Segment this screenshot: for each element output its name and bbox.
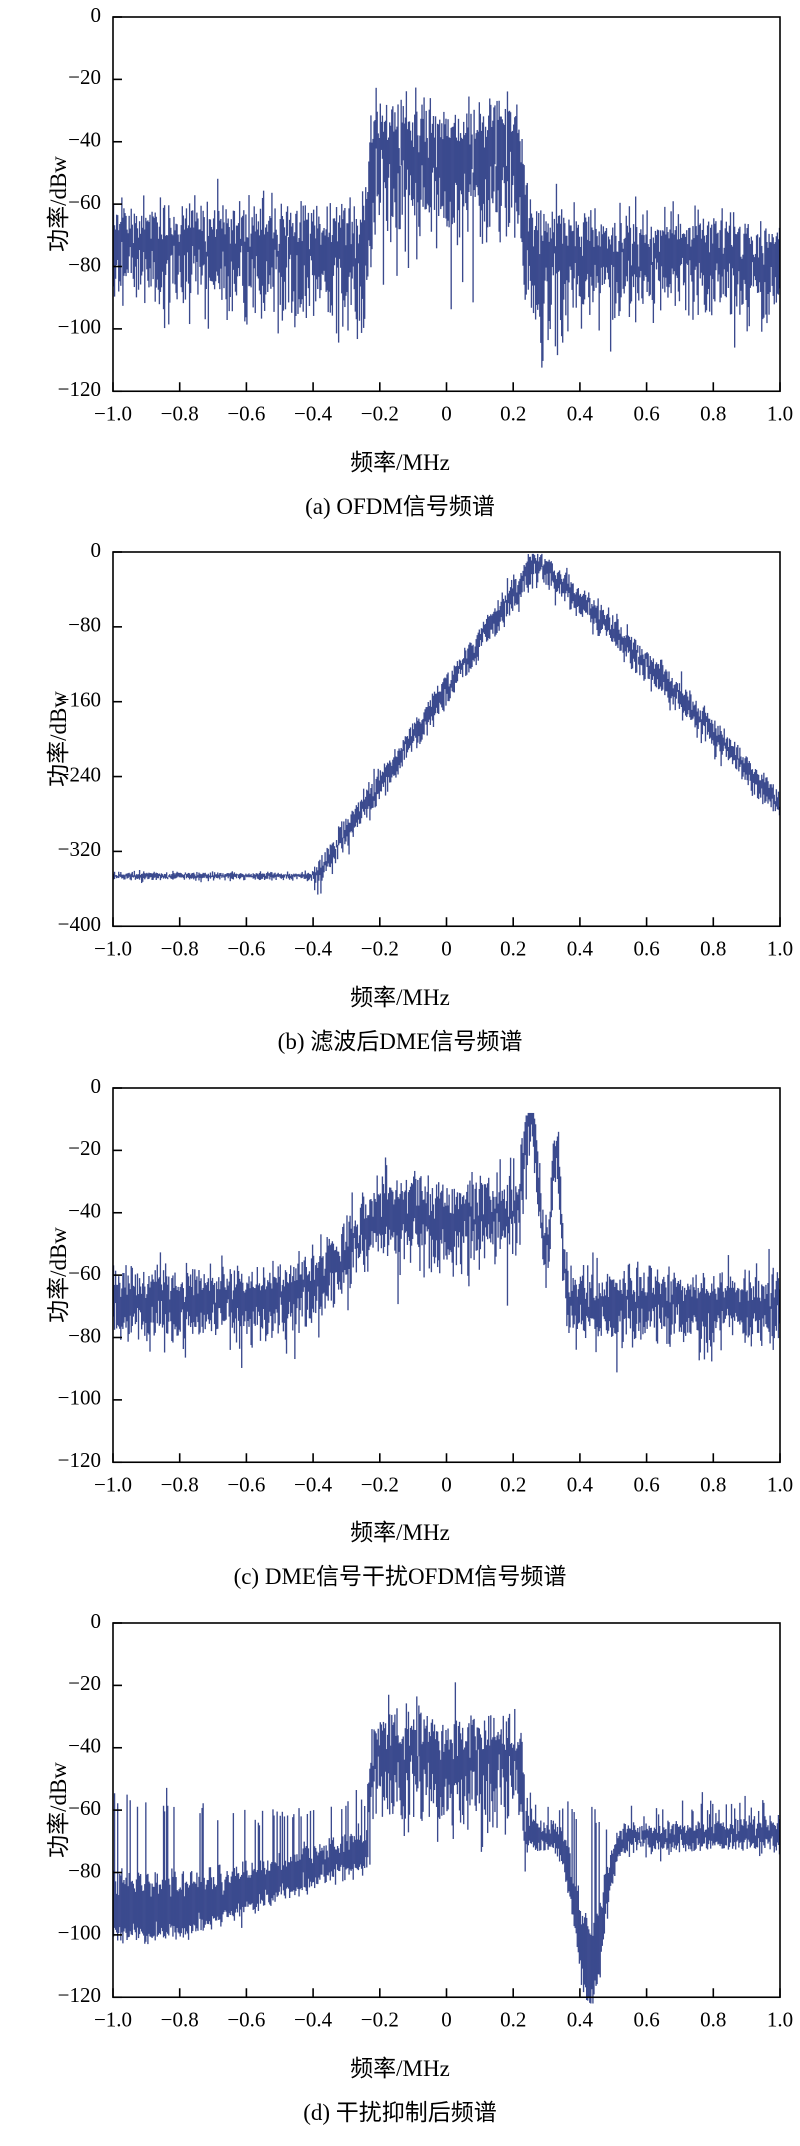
- svg-text:−100: −100: [58, 315, 101, 339]
- svg-text:−0.6: −0.6: [227, 1472, 265, 1496]
- svg-text:−0.8: −0.8: [161, 937, 199, 961]
- svg-text:0: 0: [91, 3, 102, 27]
- svg-text:−0.2: −0.2: [361, 1472, 399, 1496]
- svg-text:0.8: 0.8: [700, 401, 726, 425]
- svg-text:0.6: 0.6: [633, 937, 659, 961]
- svg-text:0.2: 0.2: [500, 2007, 526, 2031]
- svg-text:−0.4: −0.4: [294, 2007, 333, 2031]
- svg-text:−0.6: −0.6: [227, 937, 265, 961]
- svg-text:0.6: 0.6: [633, 1472, 659, 1496]
- svg-text:0.6: 0.6: [633, 2007, 659, 2031]
- svg-text:−0.8: −0.8: [161, 1472, 199, 1496]
- svg-text:−60: −60: [68, 1260, 101, 1284]
- svg-text:0: 0: [91, 1609, 102, 1633]
- svg-text:0.8: 0.8: [700, 1472, 726, 1496]
- svg-text:−40: −40: [68, 128, 101, 152]
- svg-text:−1.0: −1.0: [94, 937, 132, 961]
- svg-text:0.4: 0.4: [567, 401, 594, 425]
- svg-text:−120: −120: [58, 1983, 101, 2007]
- svg-text:1.0: 1.0: [767, 2007, 793, 2031]
- svg-text:−320: −320: [58, 837, 101, 861]
- svg-text:−80: −80: [68, 1858, 101, 1882]
- svg-text:−0.4: −0.4: [294, 1472, 333, 1496]
- svg-text:−0.4: −0.4: [294, 401, 333, 425]
- svg-text:0: 0: [441, 1472, 452, 1496]
- svg-text:0: 0: [441, 2007, 452, 2031]
- svg-text:−400: −400: [58, 912, 101, 936]
- svg-text:1.0: 1.0: [767, 1472, 793, 1496]
- svg-text:0.8: 0.8: [700, 2007, 726, 2031]
- svg-text:1.0: 1.0: [767, 401, 793, 425]
- svg-text:0.4: 0.4: [567, 2007, 594, 2031]
- svg-text:−120: −120: [58, 1448, 101, 1472]
- svg-text:−80: −80: [68, 1323, 101, 1347]
- svg-text:0.6: 0.6: [633, 401, 659, 425]
- svg-text:−80: −80: [68, 252, 101, 276]
- svg-text:−0.6: −0.6: [227, 401, 265, 425]
- svg-text:−0.8: −0.8: [161, 2007, 199, 2031]
- svg-text:−0.2: −0.2: [361, 2007, 399, 2031]
- svg-text:−0.2: −0.2: [361, 937, 399, 961]
- svg-text:0.8: 0.8: [700, 937, 726, 961]
- svg-text:−0.6: −0.6: [227, 2007, 265, 2031]
- svg-text:−120: −120: [58, 377, 101, 401]
- svg-text:0.4: 0.4: [567, 1472, 594, 1496]
- svg-text:−40: −40: [68, 1198, 101, 1222]
- svg-text:0: 0: [441, 937, 452, 961]
- svg-text:−60: −60: [68, 190, 101, 214]
- svg-text:0: 0: [91, 538, 102, 562]
- svg-text:1.0: 1.0: [767, 937, 793, 961]
- svg-text:0.4: 0.4: [567, 937, 594, 961]
- svg-text:0: 0: [91, 1073, 102, 1097]
- svg-text:−20: −20: [68, 1671, 101, 1695]
- svg-text:−1.0: −1.0: [94, 401, 132, 425]
- svg-text:−40: −40: [68, 1733, 101, 1757]
- svg-text:0: 0: [441, 401, 452, 425]
- svg-text:−1.0: −1.0: [94, 1472, 132, 1496]
- svg-text:0.2: 0.2: [500, 1472, 526, 1496]
- svg-text:−20: −20: [68, 1136, 101, 1160]
- svg-text:−80: −80: [68, 613, 101, 637]
- svg-text:−0.2: −0.2: [361, 401, 399, 425]
- svg-text:0.2: 0.2: [500, 937, 526, 961]
- svg-text:−60: −60: [68, 1796, 101, 1820]
- svg-text:−100: −100: [58, 1385, 101, 1409]
- svg-text:−1.0: −1.0: [94, 2007, 132, 2031]
- svg-text:−0.8: −0.8: [161, 401, 199, 425]
- svg-text:−100: −100: [58, 1920, 101, 1944]
- svg-text:−0.4: −0.4: [294, 937, 333, 961]
- svg-text:−20: −20: [68, 65, 101, 89]
- svg-text:0.2: 0.2: [500, 401, 526, 425]
